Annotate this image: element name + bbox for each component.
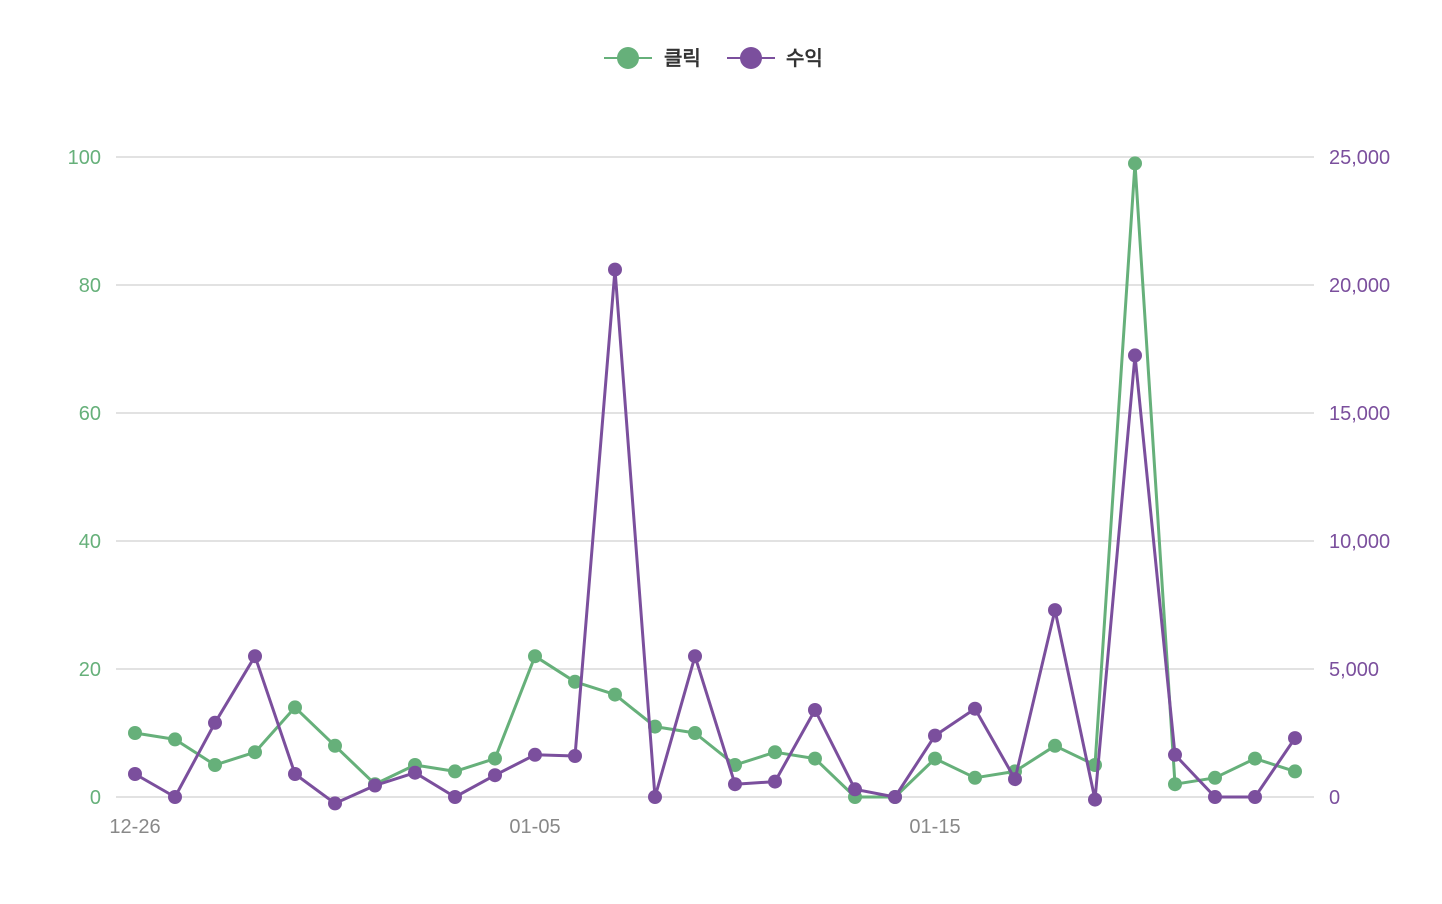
series-2 [128, 262, 1302, 811]
data-point[interactable] [528, 747, 542, 762]
data-point[interactable] [1048, 603, 1062, 618]
left-tick-label: 20 [79, 659, 101, 681]
data-point[interactable] [568, 674, 582, 689]
legend-label: 클릭 [664, 46, 701, 70]
legend-marker-icon [617, 47, 639, 69]
data-point[interactable] [888, 790, 902, 804]
x-tick-label: 01-05 [509, 816, 560, 838]
right-tick-label: 10,000 [1329, 531, 1390, 553]
data-point[interactable] [728, 777, 742, 792]
right-tick-label: 25,000 [1329, 147, 1390, 169]
data-point[interactable] [368, 778, 382, 793]
data-point[interactable] [448, 790, 462, 804]
left-tick-label: 100 [68, 147, 101, 169]
series-line [134, 268, 1297, 805]
data-point[interactable] [608, 262, 622, 277]
data-point[interactable] [488, 751, 502, 766]
data-point[interactable] [328, 796, 342, 811]
legend-marker-icon [740, 47, 762, 69]
left-tick-label: 40 [79, 531, 101, 553]
right-axis-ticks: 0 5,000 10,000 15,000 20,000 25,000 [1329, 147, 1390, 809]
data-point[interactable] [768, 745, 782, 760]
data-point[interactable] [288, 767, 302, 781]
data-point[interactable] [1248, 790, 1262, 804]
data-point[interactable] [808, 751, 822, 766]
data-point[interactable] [248, 649, 262, 664]
data-point[interactable] [1288, 731, 1302, 746]
data-point[interactable] [448, 764, 462, 779]
data-point[interactable] [168, 790, 182, 804]
data-point[interactable] [1168, 747, 1182, 762]
data-point[interactable] [328, 738, 342, 753]
data-point[interactable] [208, 715, 222, 730]
data-point[interactable] [928, 751, 942, 766]
data-point[interactable] [128, 767, 142, 781]
data-point[interactable] [688, 726, 702, 740]
data-point[interactable] [248, 745, 262, 760]
data-point[interactable] [168, 732, 182, 747]
x-tick-label: 12-26 [109, 816, 160, 838]
data-point[interactable] [768, 774, 782, 789]
data-point[interactable] [568, 749, 582, 763]
data-point[interactable] [928, 728, 942, 743]
data-point[interactable] [968, 770, 982, 785]
left-axis-ticks: 0 20 40 60 80 100 [68, 147, 101, 809]
right-tick-label: 5,000 [1329, 659, 1379, 681]
right-tick-label: 15,000 [1329, 403, 1390, 425]
x-tick-label: 01-15 [909, 816, 960, 838]
data-point[interactable] [1128, 348, 1142, 363]
right-tick-label: 20,000 [1329, 275, 1390, 297]
legend-item[interactable]: 수익 [727, 46, 823, 70]
left-tick-label: 0 [90, 787, 101, 809]
legend-item[interactable]: 클릭 [604, 46, 701, 70]
data-point[interactable] [288, 700, 302, 715]
data-point[interactable] [808, 703, 822, 717]
data-point[interactable] [208, 758, 222, 772]
data-point[interactable] [1168, 777, 1182, 792]
data-point[interactable] [648, 719, 662, 734]
data-point[interactable] [848, 782, 862, 797]
legend: 클릭 수익 [604, 46, 823, 70]
data-point[interactable] [128, 726, 142, 740]
data-point[interactable] [1088, 792, 1102, 807]
data-point[interactable] [1048, 738, 1062, 753]
data-point[interactable] [1288, 764, 1302, 779]
data-point[interactable] [1008, 772, 1022, 787]
series-line [134, 161, 1296, 799]
data-point[interactable] [688, 649, 702, 664]
data-point[interactable] [1128, 156, 1142, 171]
data-point[interactable] [648, 790, 662, 804]
gridlines [116, 156, 1314, 798]
data-point[interactable] [1208, 770, 1222, 785]
data-point[interactable] [1248, 751, 1262, 766]
right-tick-label: 0 [1329, 787, 1340, 809]
data-point[interactable] [608, 687, 622, 702]
data-point[interactable] [1208, 790, 1222, 804]
legend-label: 수익 [786, 46, 823, 70]
left-tick-label: 80 [79, 275, 101, 297]
data-point[interactable] [488, 768, 502, 783]
series-1 [128, 156, 1302, 804]
x-axis-ticks: 12-26 01-05 01-15 [109, 816, 960, 838]
data-point[interactable] [968, 701, 982, 716]
left-tick-label: 60 [79, 403, 101, 425]
data-point[interactable] [408, 765, 422, 780]
data-point[interactable] [528, 649, 542, 664]
series-layer [128, 156, 1302, 811]
